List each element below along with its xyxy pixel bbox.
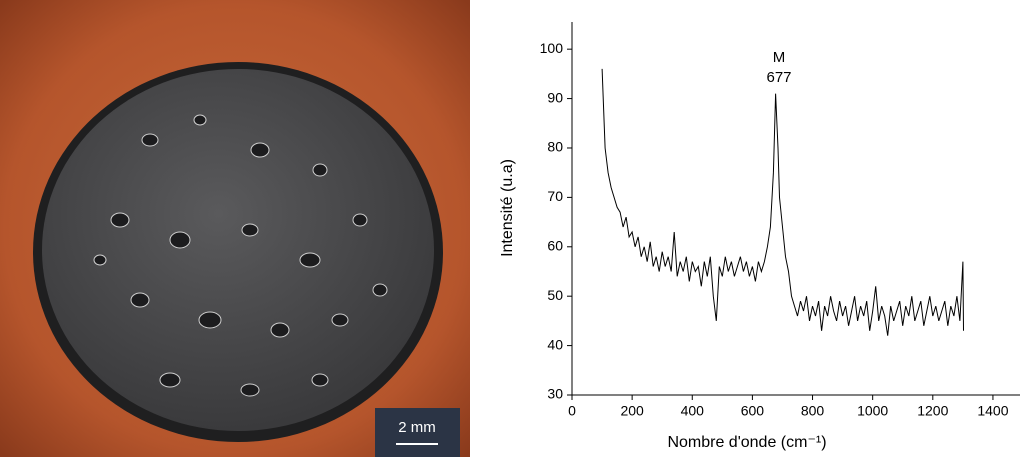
y-tick-label: 50 <box>547 287 563 303</box>
x-tick-label: 400 <box>681 403 705 419</box>
disk <box>42 69 434 431</box>
x-tick-label: 600 <box>741 403 765 419</box>
photo: 2 mm <box>0 0 470 457</box>
x-tick-label: 1400 <box>977 403 1008 419</box>
y-tick-label: 90 <box>547 89 563 105</box>
y-tick-label: 100 <box>540 40 564 56</box>
x-axis-label: Nombre d'onde (cm⁻¹) <box>667 434 826 451</box>
x-tick-label: 1200 <box>917 403 948 419</box>
y-tick-label: 30 <box>547 386 563 402</box>
x-tick-label: 1000 <box>857 403 888 419</box>
x-tick-label: 0 <box>568 403 576 419</box>
pores <box>93 114 388 397</box>
chart: Nombre d'onde (cm⁻¹) Intensité (u.a) 0 20… <box>499 22 1020 451</box>
y-tick-label: 60 <box>547 237 563 253</box>
peak-annotation: M <box>773 49 786 66</box>
y-tick-label: 80 <box>547 139 563 155</box>
spectrum-line <box>601 68 964 336</box>
y-tick-label: 40 <box>547 336 563 352</box>
x-tick-label: 800 <box>801 403 825 419</box>
scale-bar-box <box>375 408 460 457</box>
y-tick-label: 70 <box>547 188 563 204</box>
peak-annotation: 677 <box>766 69 791 86</box>
scale-bar-label: 2 mm <box>398 419 436 436</box>
y-axis-label: Intensité (u.a) <box>499 159 516 257</box>
x-tick-label: 200 <box>620 403 644 419</box>
